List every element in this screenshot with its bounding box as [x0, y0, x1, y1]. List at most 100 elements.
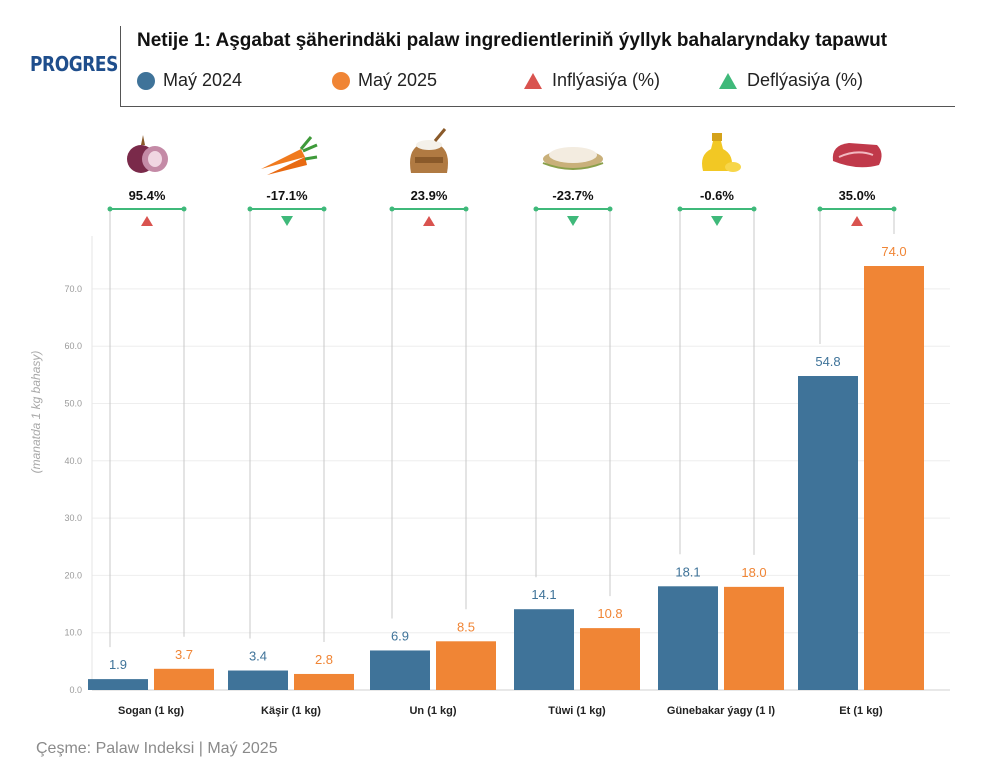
- legend-inflation-label: Inflýasiýa (%): [552, 70, 661, 90]
- legend-series1: Maý 2024: [137, 70, 242, 91]
- header-divider: [120, 26, 121, 106]
- bracket-end: [607, 206, 613, 212]
- y-tick-label: 60.0: [64, 341, 82, 351]
- bracket-end: [389, 206, 395, 212]
- bottle-cap: [712, 133, 722, 141]
- meat-marbling: [838, 151, 874, 158]
- oil-drop: [725, 162, 741, 172]
- bar-series2: [154, 668, 214, 690]
- bracket-end: [321, 206, 327, 212]
- change-pct-label: 23.9%: [411, 188, 448, 203]
- value-label-series1: 1.9: [109, 657, 127, 672]
- bar-series2: [436, 641, 496, 690]
- x-tick-label: Et (1 kg): [839, 705, 883, 717]
- bar-series2: [724, 586, 784, 690]
- deflation-triangle-icon: [711, 216, 723, 226]
- flour-top: [416, 140, 442, 150]
- legend-series1-label: Maý 2024: [163, 70, 243, 90]
- source-note: Çeşme: Palaw Indeksi | Maý 2025: [36, 740, 278, 757]
- legend-series2: Maý 2025: [332, 70, 437, 91]
- meat-icon: [832, 143, 882, 168]
- change-pct-label: -23.7%: [552, 188, 594, 203]
- flour-sack-icon: [410, 128, 448, 173]
- inflation-triangle-icon: [423, 216, 435, 226]
- value-label-series1: 6.9: [391, 628, 409, 643]
- onion-ring: [148, 151, 162, 167]
- x-tick-label: Tüwi (1 kg): [548, 705, 606, 717]
- y-tick-label: 70.0: [64, 284, 82, 294]
- x-tick-label: Un (1 kg): [409, 705, 456, 717]
- value-label-series1: 54.8: [815, 354, 840, 369]
- bracket-end: [107, 206, 113, 212]
- value-label-series1: 14.1: [531, 587, 556, 602]
- chart-title: Netije 1: Aşgabat şäherindäki palaw ingr…: [137, 30, 888, 51]
- onion-icon: [127, 135, 168, 173]
- y-tick-label: 20.0: [64, 570, 82, 580]
- legend-deflation-label: Deflýasiýa (%): [747, 70, 864, 90]
- value-label-series1: 18.1: [675, 564, 700, 579]
- bar-series1: [658, 586, 718, 690]
- deflation-triangle-icon: [567, 216, 579, 226]
- carrot-1: [261, 149, 305, 169]
- change-pct-label: -17.1%: [266, 188, 308, 203]
- carrot-leaves: [299, 136, 318, 161]
- y-tick-label: 40.0: [64, 456, 82, 466]
- value-label-series2: 8.5: [457, 619, 475, 634]
- y-tick-label: 50.0: [64, 399, 82, 409]
- oil-bottle-icon: [702, 133, 741, 172]
- y-tick-label: 10.0: [64, 628, 82, 638]
- bracket-end: [463, 206, 469, 212]
- legend-series1-swatch: [137, 71, 155, 90]
- value-label-series1: 3.4: [249, 649, 267, 664]
- bracket-end: [677, 206, 683, 212]
- x-tick-label: Käşir (1 kg): [261, 705, 321, 717]
- x-tick-label: Günebakar ýagy (1 l): [667, 705, 776, 717]
- legend-deflation: Deflýasiýa (%): [719, 70, 863, 91]
- y-tick-label: 30.0: [64, 513, 82, 523]
- value-label-series2: 3.7: [175, 647, 193, 662]
- value-label-series2: 18.0: [741, 565, 766, 580]
- progres-logo: PROGRES: [30, 52, 118, 76]
- bracket-end: [817, 206, 823, 212]
- legend-inflation: Inflýasiýa (%): [524, 70, 660, 91]
- bar-series2: [580, 628, 640, 690]
- bar-series2: [294, 673, 354, 690]
- scoop: [433, 128, 447, 142]
- bracket-end: [891, 206, 897, 212]
- deflation-triangle-icon: [281, 216, 293, 226]
- value-label-series2: 2.8: [315, 652, 333, 667]
- bracket-end: [181, 206, 187, 212]
- meat: [832, 143, 882, 168]
- legend-inflation-triangle-icon: [524, 72, 542, 89]
- legend-series2-swatch: [332, 71, 350, 90]
- rice: [549, 147, 597, 163]
- change-pct-label: 35.0%: [839, 188, 876, 203]
- inflation-triangle-icon: [851, 216, 863, 226]
- legend-deflation-triangle-icon: [719, 72, 737, 89]
- carrot-icon: [261, 136, 318, 175]
- bottle: [702, 141, 732, 171]
- rice-stalk: [542, 162, 604, 170]
- x-tick-label: Sogan (1 kg): [118, 705, 184, 717]
- change-pct-label: -0.6%: [700, 188, 734, 203]
- inflation-triangle-icon: [141, 216, 153, 226]
- bar-series1: [370, 650, 430, 690]
- header-rule: [120, 106, 955, 107]
- bar-series2: [864, 266, 924, 690]
- bracket-end: [751, 206, 757, 212]
- onion-stem: [141, 135, 145, 145]
- carrot-2: [267, 157, 307, 175]
- bracket-end: [533, 206, 539, 212]
- bar-series1: [228, 670, 288, 690]
- bar-series1: [514, 609, 574, 690]
- change-pct-label: 95.4%: [129, 188, 166, 203]
- value-label-series2: 74.0: [881, 244, 906, 259]
- y-axis-label: (manatda 1 kg bahasy): [29, 351, 43, 474]
- y-tick-label: 0.0: [69, 685, 82, 695]
- rice-bowl-icon: [542, 147, 604, 170]
- value-label-series2: 10.8: [597, 606, 622, 621]
- bracket-end: [247, 206, 253, 212]
- bar-series1: [798, 376, 858, 690]
- legend-series2-label: Maý 2025: [358, 70, 438, 90]
